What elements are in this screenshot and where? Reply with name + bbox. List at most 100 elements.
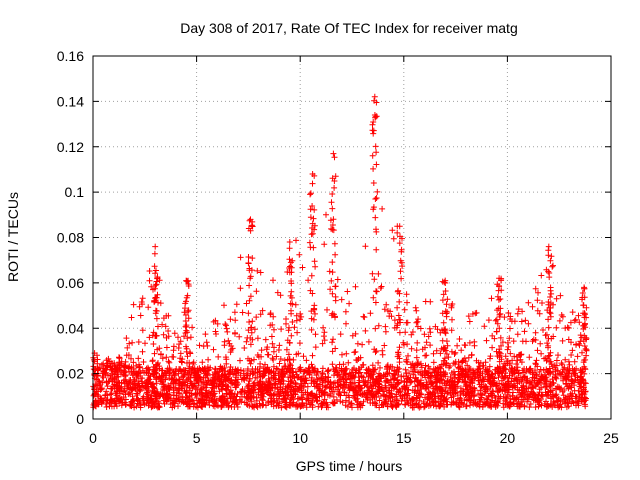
data-point — [145, 400, 152, 407]
data-point — [441, 355, 448, 362]
data-point — [330, 384, 337, 391]
data-point — [260, 383, 266, 390]
data-point — [327, 381, 333, 388]
data-point — [319, 402, 326, 409]
data-point — [137, 402, 144, 409]
data-point — [331, 372, 337, 379]
data-point — [444, 296, 451, 303]
data-point — [442, 384, 449, 391]
data-point — [497, 305, 504, 312]
data-point — [158, 351, 164, 357]
data-point — [331, 178, 338, 184]
data-point — [179, 374, 185, 381]
data-point — [299, 264, 306, 271]
data-point — [543, 331, 550, 338]
data-point — [329, 310, 336, 317]
data-point — [395, 400, 402, 407]
data-point — [199, 404, 206, 410]
data-point — [124, 344, 131, 351]
data-point — [514, 364, 521, 371]
data-point — [159, 355, 166, 362]
data-point — [186, 393, 193, 400]
data-point — [562, 373, 569, 380]
data-point — [492, 317, 499, 324]
data-point — [134, 387, 141, 394]
data-point — [504, 346, 511, 353]
data-point — [532, 382, 539, 389]
data-point — [580, 338, 587, 345]
data-point — [554, 383, 561, 390]
data-point — [185, 315, 192, 322]
data-point — [461, 342, 468, 348]
data-point — [232, 317, 239, 324]
data-point — [549, 263, 556, 270]
data-point — [418, 360, 424, 367]
data-point — [187, 374, 193, 381]
data-point — [309, 220, 316, 227]
data-point — [308, 231, 315, 238]
data-point — [384, 363, 390, 370]
data-point — [443, 351, 450, 357]
data-point — [433, 378, 440, 385]
data-point — [288, 332, 295, 339]
data-point — [466, 339, 473, 346]
data-point — [378, 384, 385, 391]
data-point — [315, 385, 322, 391]
data-point — [373, 378, 380, 385]
data-points — [90, 93, 590, 411]
data-point — [176, 341, 183, 348]
data-point — [287, 292, 294, 299]
data-point — [289, 257, 296, 264]
data-point — [394, 364, 401, 371]
data-point — [270, 277, 276, 284]
data-point — [283, 401, 290, 408]
data-point — [562, 394, 569, 401]
data-point — [253, 314, 260, 321]
data-point — [116, 366, 123, 373]
data-point — [399, 235, 405, 242]
data-point — [259, 307, 266, 314]
data-point — [151, 350, 158, 357]
data-point — [371, 399, 378, 405]
data-point — [139, 395, 146, 402]
data-point — [337, 381, 344, 388]
data-point — [153, 278, 160, 285]
data-point — [247, 275, 254, 282]
data-point — [469, 311, 476, 317]
data-point — [323, 383, 330, 390]
data-point — [99, 379, 106, 386]
data-point — [375, 270, 382, 277]
data-point — [204, 378, 211, 384]
data-point — [334, 276, 341, 283]
data-point — [375, 359, 382, 366]
data-point — [468, 352, 475, 359]
data-point — [496, 275, 503, 282]
data-point — [355, 374, 362, 381]
data-point — [573, 393, 580, 400]
data-point — [390, 381, 397, 388]
data-point — [414, 323, 421, 330]
data-point — [253, 288, 260, 295]
data-point — [102, 395, 108, 401]
data-point — [340, 378, 347, 385]
data-point — [549, 376, 556, 383]
data-point — [319, 365, 326, 372]
data-point — [312, 331, 319, 338]
data-point — [313, 394, 320, 401]
data-point — [577, 376, 584, 383]
data-point — [330, 227, 337, 234]
data-point — [562, 356, 569, 363]
data-point — [369, 127, 376, 134]
data-point — [182, 318, 189, 324]
data-point — [547, 257, 554, 264]
data-point — [223, 360, 230, 367]
data-point — [418, 364, 425, 371]
data-point — [506, 362, 513, 368]
grid-lines — [93, 56, 611, 419]
data-point — [582, 380, 589, 387]
data-point — [545, 388, 551, 395]
data-point — [413, 354, 420, 361]
data-point — [287, 362, 294, 369]
data-point — [331, 240, 338, 247]
data-point — [185, 371, 192, 377]
